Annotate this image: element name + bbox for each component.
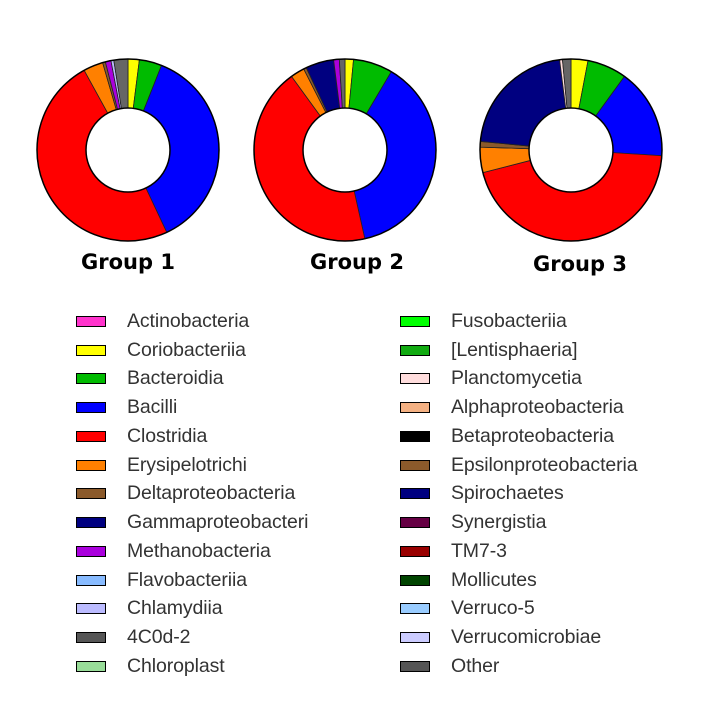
legend-item: Verrucomicrobiae xyxy=(400,623,638,652)
legend-swatch xyxy=(400,344,430,356)
legend-swatch xyxy=(76,545,106,557)
donut-hole xyxy=(302,107,388,193)
legend-label: Flavobacteriia xyxy=(127,568,247,591)
legend-item: Actinobacteria xyxy=(76,307,308,336)
donut-outer-ring xyxy=(36,58,220,242)
donut-outer-ring xyxy=(253,58,437,242)
donut-group-1 xyxy=(36,58,220,242)
legend-swatch xyxy=(400,632,430,644)
legend-item: Verruco-5 xyxy=(400,595,638,624)
legend-item: TM7-3 xyxy=(400,537,638,566)
legend-item: Methanobacteria xyxy=(76,537,308,566)
legend-swatch xyxy=(76,632,106,644)
legend-swatch xyxy=(76,574,106,586)
legend-swatch xyxy=(76,344,106,356)
legend-label: 4C0d-2 xyxy=(127,626,191,649)
legend-label: Verruco-5 xyxy=(451,597,535,620)
group-2-title: Group 2 xyxy=(310,250,404,274)
legend-label: [Lentisphaeria] xyxy=(451,338,578,361)
legend-label: TM7-3 xyxy=(451,539,507,562)
legend-swatch xyxy=(400,315,430,327)
legend-column-right: Fusobacteriia [Lentisphaeria] Planctomycet… xyxy=(400,307,638,681)
legend-swatch xyxy=(76,373,106,385)
legend-item: Planctomycetia xyxy=(400,365,638,394)
legend-item: Synergistia xyxy=(400,508,638,537)
legend-label: Erysipelotrichi xyxy=(127,453,247,476)
legend-swatch xyxy=(400,373,430,385)
legend-item: Coriobacteriia xyxy=(76,336,308,365)
donut-group-2 xyxy=(253,58,437,242)
legend-item: Gammaproteobacteri xyxy=(76,508,308,537)
legend-label: Verrucomicrobiae xyxy=(451,626,602,649)
legend-swatch xyxy=(400,545,430,557)
legend-item: Epsilonproteobacteria xyxy=(400,451,638,480)
donut-outer-ring xyxy=(479,58,663,242)
donut-hole xyxy=(85,107,171,193)
legend-item: [Lentisphaeria] xyxy=(400,336,638,365)
legend-column-left: Actinobacteria Coriobacteriia Bacteroidia B… xyxy=(76,307,308,681)
legend-label: Alphaproteobacteria xyxy=(451,396,624,419)
legend-label: Betaproteobacteria xyxy=(451,424,614,447)
legend-swatch xyxy=(76,660,106,672)
legend-label: Synergistia xyxy=(451,511,547,534)
legend-label: Chlamydiia xyxy=(127,597,223,620)
legend-label: Methanobacteria xyxy=(127,539,271,562)
legend-swatch xyxy=(76,459,106,471)
legend-item: Betaproteobacteria xyxy=(400,422,638,451)
legend-label: Planctomycetia xyxy=(451,367,582,390)
legend-item: Flavobacteriia xyxy=(76,566,308,595)
group-1-title: Group 1 xyxy=(81,250,175,274)
legend-label: Spirochaetes xyxy=(451,482,564,505)
legend-swatch xyxy=(400,488,430,500)
legend-label: Clostridia xyxy=(127,424,208,447)
legend-label: Fusobacteriia xyxy=(451,309,567,332)
legend-swatch xyxy=(400,430,430,442)
legend-label: Gammaproteobacteri xyxy=(127,511,309,534)
legend-item: Fusobacteriia xyxy=(400,307,638,336)
legend-item: Alphaproteobacteria xyxy=(400,393,638,422)
legend-swatch xyxy=(400,603,430,615)
legend-swatch xyxy=(76,603,106,615)
legend-swatch xyxy=(400,402,430,414)
legend-item: Spirochaetes xyxy=(400,480,638,509)
legend-label: Deltaproteobacteria xyxy=(127,482,296,505)
legend-item: Bacilli xyxy=(76,393,308,422)
legend-item: Deltaproteobacteria xyxy=(76,480,308,509)
legend-swatch xyxy=(400,459,430,471)
legend-item: Erysipelotrichi xyxy=(76,451,308,480)
legend-label: Epsilonproteobacteria xyxy=(451,453,638,476)
legend-swatch xyxy=(76,315,106,327)
donut-hole xyxy=(528,107,614,193)
legend-item: Mollicutes xyxy=(400,566,638,595)
legend-item: Other xyxy=(400,652,638,681)
legend-item: Clostridia xyxy=(76,422,308,451)
donut-group-3 xyxy=(479,58,663,242)
legend-swatch xyxy=(76,517,106,529)
legend-label: Other xyxy=(451,654,500,677)
legend-swatch xyxy=(400,517,430,529)
legend-swatch xyxy=(76,430,106,442)
legend-label: Mollicutes xyxy=(451,568,537,591)
legend-label: Actinobacteria xyxy=(127,309,250,332)
legend-label: Coriobacteriia xyxy=(127,338,246,361)
legend-item: 4C0d-2 xyxy=(76,623,308,652)
legend-item: Chloroplast xyxy=(76,652,308,681)
legend-label: Bacilli xyxy=(127,396,178,419)
legend-label: Chloroplast xyxy=(127,654,225,677)
legend-swatch xyxy=(76,488,106,500)
legend-label: Bacteroidia xyxy=(127,367,224,390)
donut-charts xyxy=(36,58,663,242)
legend-swatch xyxy=(400,574,430,586)
legend-swatch xyxy=(76,402,106,414)
legend-item: Chlamydiia xyxy=(76,595,308,624)
legend-item: Bacteroidia xyxy=(76,365,308,394)
group-3-title: Group 3 xyxy=(533,252,627,276)
legend-swatch xyxy=(400,660,430,672)
